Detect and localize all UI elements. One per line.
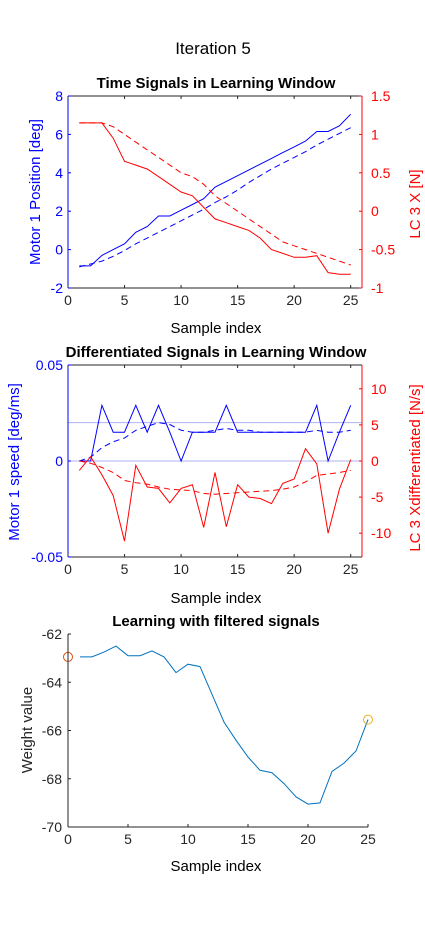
- x-tick-label: 15: [240, 831, 256, 847]
- y-right-tick-label: 5: [371, 417, 379, 433]
- plot-background: [68, 634, 368, 827]
- y-tick-label: -68: [42, 771, 62, 787]
- x-tick-label: 10: [173, 292, 189, 308]
- subplot-3-ylabel: Weight value: [19, 687, 36, 773]
- series-line-left-solid: [79, 403, 352, 463]
- y-left-tick-label: 8: [55, 88, 63, 104]
- subplot-1-title: Time Signals in Learning Window: [97, 75, 336, 92]
- subplot-1-ylabel-left: Motor 1 Position [deg]: [27, 119, 44, 265]
- figure-suptitle: Iteration 5: [175, 39, 251, 58]
- y-right-tick-label: -1: [371, 280, 384, 296]
- series-line-right-solid: [78, 447, 352, 542]
- x-tick-label: 10: [180, 831, 196, 847]
- y-right-tick-label: -10: [371, 525, 391, 541]
- x-tick-label: 20: [286, 561, 302, 577]
- x-tick-label: 0: [64, 292, 72, 308]
- subplot-3-title: Learning with filtered signals: [112, 613, 320, 630]
- y-right-tick-label: 0: [371, 203, 379, 219]
- y-left-tick-label: -0.05: [31, 549, 63, 565]
- subplot-learning: Learning with filtered signals 0 5 10 15 20 2…: [19, 613, 376, 875]
- y-tick-label: -62: [42, 626, 62, 642]
- subplot-1-xlabel: Sample index: [171, 320, 262, 337]
- x-tick-label: 5: [124, 831, 132, 847]
- plot-background: [68, 96, 362, 288]
- y-right-tick-label: 0.5: [371, 165, 391, 181]
- y-right-tick-label: -5: [371, 489, 384, 505]
- x-tick-label: 25: [360, 831, 376, 847]
- subplot-3-plot-area: 0 5 10 15 20 25 -70 -68 -66 -64 -62: [42, 626, 376, 847]
- y-tick-label: -64: [42, 674, 62, 690]
- series-line-right-dashed: [79, 122, 351, 266]
- y-left-tick-label: 0: [55, 242, 63, 258]
- subplot-differentiated-signals: Differentiated Signals in Learning Windo…: [6, 344, 424, 607]
- y-left-tick-label: 6: [55, 126, 63, 142]
- y-right-tick-label: 1.5: [371, 88, 391, 104]
- y-left-tick-label: -2: [51, 280, 64, 296]
- subplot-time-signals: Time Signals in Learning Window 0 5 10 15 20…: [27, 75, 424, 337]
- y-left-tick-label: 0.05: [36, 357, 63, 373]
- x-tick-label: 25: [343, 561, 359, 577]
- series-line-left-solid: [79, 113, 352, 267]
- subplot-1-ylabel-right: LC 3 X [N]: [407, 169, 424, 238]
- series-line-left-dashed: [79, 127, 351, 268]
- series-line-weight: [80, 645, 369, 805]
- x-tick-label: 25: [343, 292, 359, 308]
- y-left-tick-label: 2: [55, 203, 63, 219]
- marker-circle: [363, 714, 373, 725]
- x-tick-label: 5: [121, 292, 129, 308]
- x-tick-label: 20: [286, 292, 302, 308]
- subplot-2-xlabel: Sample index: [171, 590, 262, 607]
- x-tick-label: 0: [64, 831, 72, 847]
- x-tick-label: 10: [173, 561, 189, 577]
- y-left-tick-label: 0: [55, 453, 63, 469]
- x-tick-label: 15: [230, 561, 246, 577]
- series-line-right-solid: [79, 122, 351, 275]
- x-tick-label: 20: [300, 831, 316, 847]
- series-line-left-dashed: [79, 422, 351, 462]
- x-tick-label: 0: [64, 561, 72, 577]
- subplot-2-title: Differentiated Signals in Learning Windo…: [66, 344, 367, 361]
- y-right-tick-label: 1: [371, 126, 379, 142]
- subplot-2-ylabel-left: Motor 1 speed [deg/ms]: [6, 383, 23, 541]
- subplot-2-ylabel-right: LC 3 Xdifferentiated [N/s]: [407, 384, 424, 551]
- y-tick-label: -70: [42, 819, 62, 835]
- y-left-tick-label: 4: [55, 165, 63, 181]
- y-right-tick-label: -0.5: [371, 242, 395, 258]
- y-tick-label: -66: [42, 723, 62, 739]
- x-tick-label: 5: [121, 561, 129, 577]
- y-right-tick-label: 0: [371, 453, 379, 469]
- x-tick-label: 15: [230, 292, 246, 308]
- subplot-3-xlabel: Sample index: [171, 858, 262, 875]
- y-right-tick-label: 10: [371, 381, 387, 397]
- series-line-right-dashed: [79, 460, 351, 495]
